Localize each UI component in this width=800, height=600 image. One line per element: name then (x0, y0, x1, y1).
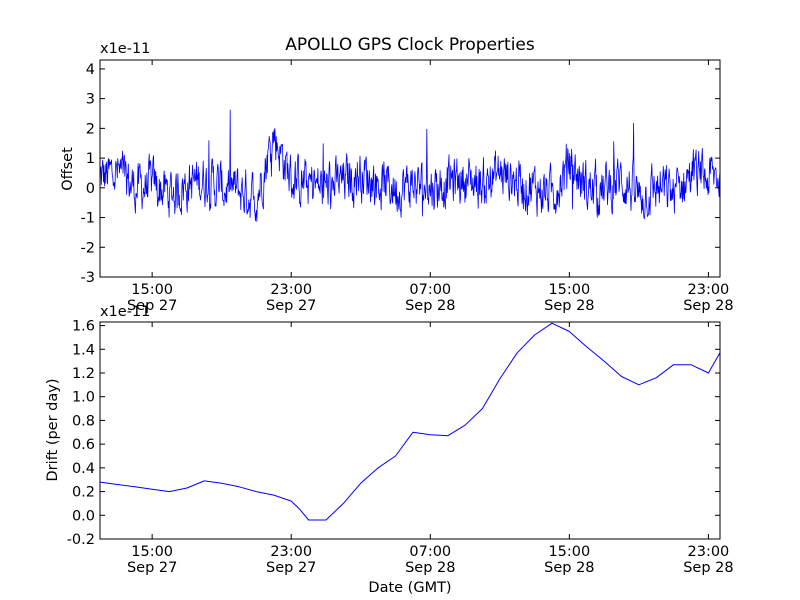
drift-x-tick-date: Sep 27 (266, 560, 316, 576)
drift-series-line (99, 322, 721, 521)
offset-x-tick-date: Sep 28 (683, 298, 733, 314)
drift-x-tick-time: 15:00 (131, 544, 173, 560)
drift-x-tick-time: 23:00 (270, 544, 312, 560)
offset-x-tick-time: 23:00 (270, 282, 312, 298)
offset-y-tick-label: -1 (81, 211, 95, 227)
chart-title: APOLLO GPS Clock Properties (285, 35, 535, 55)
offset-y-label: Offset (60, 147, 76, 191)
drift-y-tick-label: 1.2 (72, 366, 95, 382)
offset-y-tick-label: -3 (81, 270, 95, 286)
offset-x-tick-time: 15:00 (131, 282, 173, 298)
offset-y-tick-label: 4 (86, 62, 95, 78)
offset-y-tick-label: 2 (86, 121, 95, 137)
drift-panel: -0.20.00.20.40.60.81.01.21.41.6 15:00Sep… (45, 304, 734, 596)
offset-y-tick-label: 3 (86, 92, 95, 108)
drift-y-multiplier: x1e-11 (100, 304, 150, 320)
offset-series-line (99, 109, 721, 222)
offset-x-tick-time: 23:00 (688, 282, 730, 298)
offset-y-tick-label: -2 (81, 240, 95, 256)
drift-x-tick-time: 15:00 (548, 544, 590, 560)
drift-y-tick-label: -0.2 (67, 532, 95, 548)
drift-x-tick-date: Sep 28 (544, 560, 594, 576)
x-axis-label: Date (GMT) (368, 580, 451, 596)
offset-x-tick-time: 15:00 (548, 282, 590, 298)
drift-y-tick-label: 0.6 (72, 437, 95, 453)
drift-y-ticks: -0.2 0.0 0.2 0.4 0.6 0.8 1.0 1.2 1.4 1.6 (67, 319, 720, 548)
drift-axes-frame (99, 321, 721, 540)
drift-x-tick-time: 23:00 (688, 544, 730, 560)
drift-x-tick-date: Sep 28 (683, 560, 733, 576)
drift-y-tick-label: 0.4 (72, 461, 95, 477)
offset-y-tick-label: 1 (86, 151, 95, 167)
drift-y-tick-label: 1.4 (72, 342, 95, 358)
drift-x-tick-date: Sep 27 (127, 560, 177, 576)
offset-y-tick-label: 0 (86, 181, 95, 197)
drift-y-tick-label: 0.8 (72, 413, 95, 429)
drift-y-tick-label: 0.0 (72, 508, 95, 524)
drift-y-tick-label: 1.6 (72, 319, 95, 335)
offset-series-group (99, 109, 721, 222)
drift-y-tick-label: 1.0 (72, 390, 95, 406)
offset-y-multiplier: x1e-11 (100, 41, 150, 57)
offset-x-tick-date: Sep 27 (266, 298, 316, 314)
offset-y-ticks: -3 -2 -1 0 1 2 3 4 (81, 62, 720, 286)
offset-x-tick-date: Sep 28 (544, 298, 594, 314)
drift-y-label: Drift (per day) (45, 379, 61, 482)
offset-axes-frame (99, 59, 721, 278)
offset-x-tick-time: 07:00 (409, 282, 451, 298)
offset-x-tick-date: Sep 28 (405, 298, 455, 314)
drift-series-group (99, 322, 721, 521)
drift-y-tick-label: 0.2 (72, 485, 95, 501)
drift-x-tick-date: Sep 28 (405, 560, 455, 576)
drift-x-tick-time: 07:00 (409, 544, 451, 560)
offset-x-tick-date: Sep 27 (127, 298, 177, 314)
